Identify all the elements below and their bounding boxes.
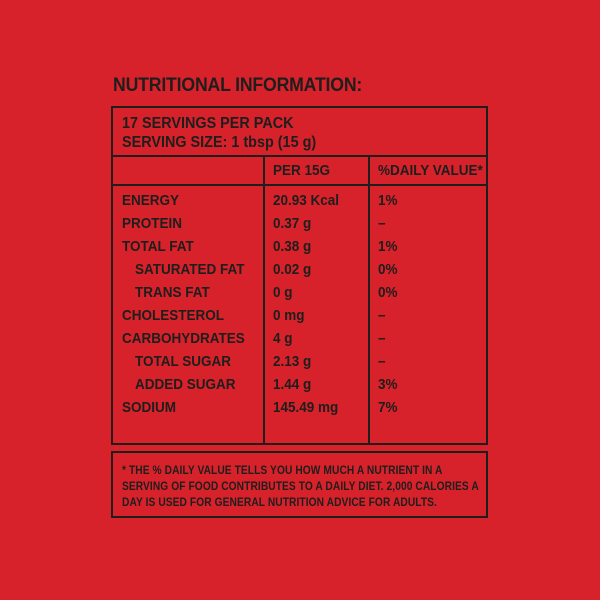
table-row-total-fat: TOTAL FAT 0.38 g 1%	[113, 235, 486, 258]
footnote-box: * THE % DAILY VALUE TELLS YOU HOW MUCH A…	[111, 451, 488, 518]
nutrient-dv: –	[378, 330, 386, 347]
nutrient-name: TOTAL SUGAR	[135, 353, 232, 370]
table-row-sodium: SODIUM 145.49 mg 7%	[113, 396, 486, 419]
serving-size-text: SERVING SIZE: 1 tbsp (15 g)	[122, 134, 317, 151]
nutrient-dv: 0%	[378, 284, 398, 301]
label-content: NUTRITIONAL INFORMATION: 17 SERVINGS PER…	[111, 76, 488, 518]
header-nutrient	[113, 157, 265, 184]
nutrient-name: CHOLESTEROL	[122, 307, 225, 324]
column-divider	[368, 157, 370, 443]
nutrient-name: TOTAL FAT	[122, 238, 194, 255]
nutrient-amount: 0 mg	[273, 307, 305, 324]
nutrient-amount: 20.93 Kcal	[273, 192, 340, 209]
column-divider	[263, 157, 265, 443]
table-row-added-sugar: ADDED SUGAR 1.44 g 3%	[113, 373, 486, 396]
nutrient-amount: 0 g	[273, 284, 293, 301]
nutrient-dv: –	[378, 215, 386, 232]
table-row-carbohydrates: CARBOHYDRATES 4 g –	[113, 327, 486, 350]
nutrient-amount: 2.13 g	[273, 353, 312, 370]
nutrient-name: SODIUM	[122, 399, 176, 416]
nutrient-name: CARBOHYDRATES	[122, 330, 245, 347]
servings-per-pack: 17 SERVINGS PER PACK	[122, 114, 486, 133]
page-title-text: NUTRITIONAL INFORMATION:	[113, 75, 363, 96]
table-row-total-sugar: TOTAL SUGAR 2.13 g –	[113, 350, 486, 373]
serving-info: 17 SERVINGS PER PACK SERVING SIZE: 1 tbs…	[113, 108, 486, 157]
table-row-saturated-fat: SATURATED FAT 0.02 g 0%	[113, 258, 486, 281]
nutrient-name: SATURATED FAT	[135, 261, 245, 278]
nutrient-dv: 1%	[378, 192, 398, 209]
nutrient-amount: 0.37 g	[273, 215, 312, 232]
header-daily-value: %DAILY VALUE*	[378, 162, 483, 179]
nutrient-amount: 0.38 g	[273, 238, 312, 255]
nutrient-amount: 1.44 g	[273, 376, 312, 393]
table-header-row: PER 15G %DAILY VALUE*	[113, 157, 486, 186]
table-row-protein: PROTEIN 0.37 g –	[113, 212, 486, 235]
nutrient-amount: 145.49 mg	[273, 399, 339, 416]
table-row-energy: ENERGY 20.93 Kcal 1%	[113, 189, 486, 212]
header-per-15g: PER 15G	[273, 162, 331, 179]
nutrient-name: ADDED SUGAR	[135, 376, 236, 393]
table-grid: PER 15G %DAILY VALUE* ENERGY 20.93 Kcal …	[113, 157, 486, 443]
nutrient-dv: 0%	[378, 261, 398, 278]
nutrient-name: PROTEIN	[122, 215, 183, 232]
nutrient-dv: –	[378, 353, 386, 370]
nutrient-dv: 1%	[378, 238, 398, 255]
nutrient-amount: 4 g	[273, 330, 293, 347]
table-row-cholesterol: CHOLESTEROL 0 mg –	[113, 304, 486, 327]
nutrient-dv: 7%	[378, 399, 398, 416]
footnote-text: * THE % DAILY VALUE TELLS YOU HOW MUCH A…	[122, 463, 479, 509]
nutrient-amount: 0.02 g	[273, 261, 312, 278]
table-row-trans-fat: TRANS FAT 0 g 0%	[113, 281, 486, 304]
nutrient-dv: 3%	[378, 376, 398, 393]
nutrient-name: TRANS FAT	[135, 284, 210, 301]
table-body: ENERGY 20.93 Kcal 1% PROTEIN 0.37 g – TO…	[113, 186, 486, 443]
nutrient-name: ENERGY	[122, 192, 180, 209]
servings-per-pack-text: 17 SERVINGS PER PACK	[122, 115, 294, 132]
nutrient-dv: –	[378, 307, 386, 324]
page-title: NUTRITIONAL INFORMATION:	[113, 76, 488, 95]
serving-size: SERVING SIZE: 1 tbsp (15 g)	[122, 133, 486, 152]
nutrition-table: 17 SERVINGS PER PACK SERVING SIZE: 1 tbs…	[111, 106, 488, 445]
